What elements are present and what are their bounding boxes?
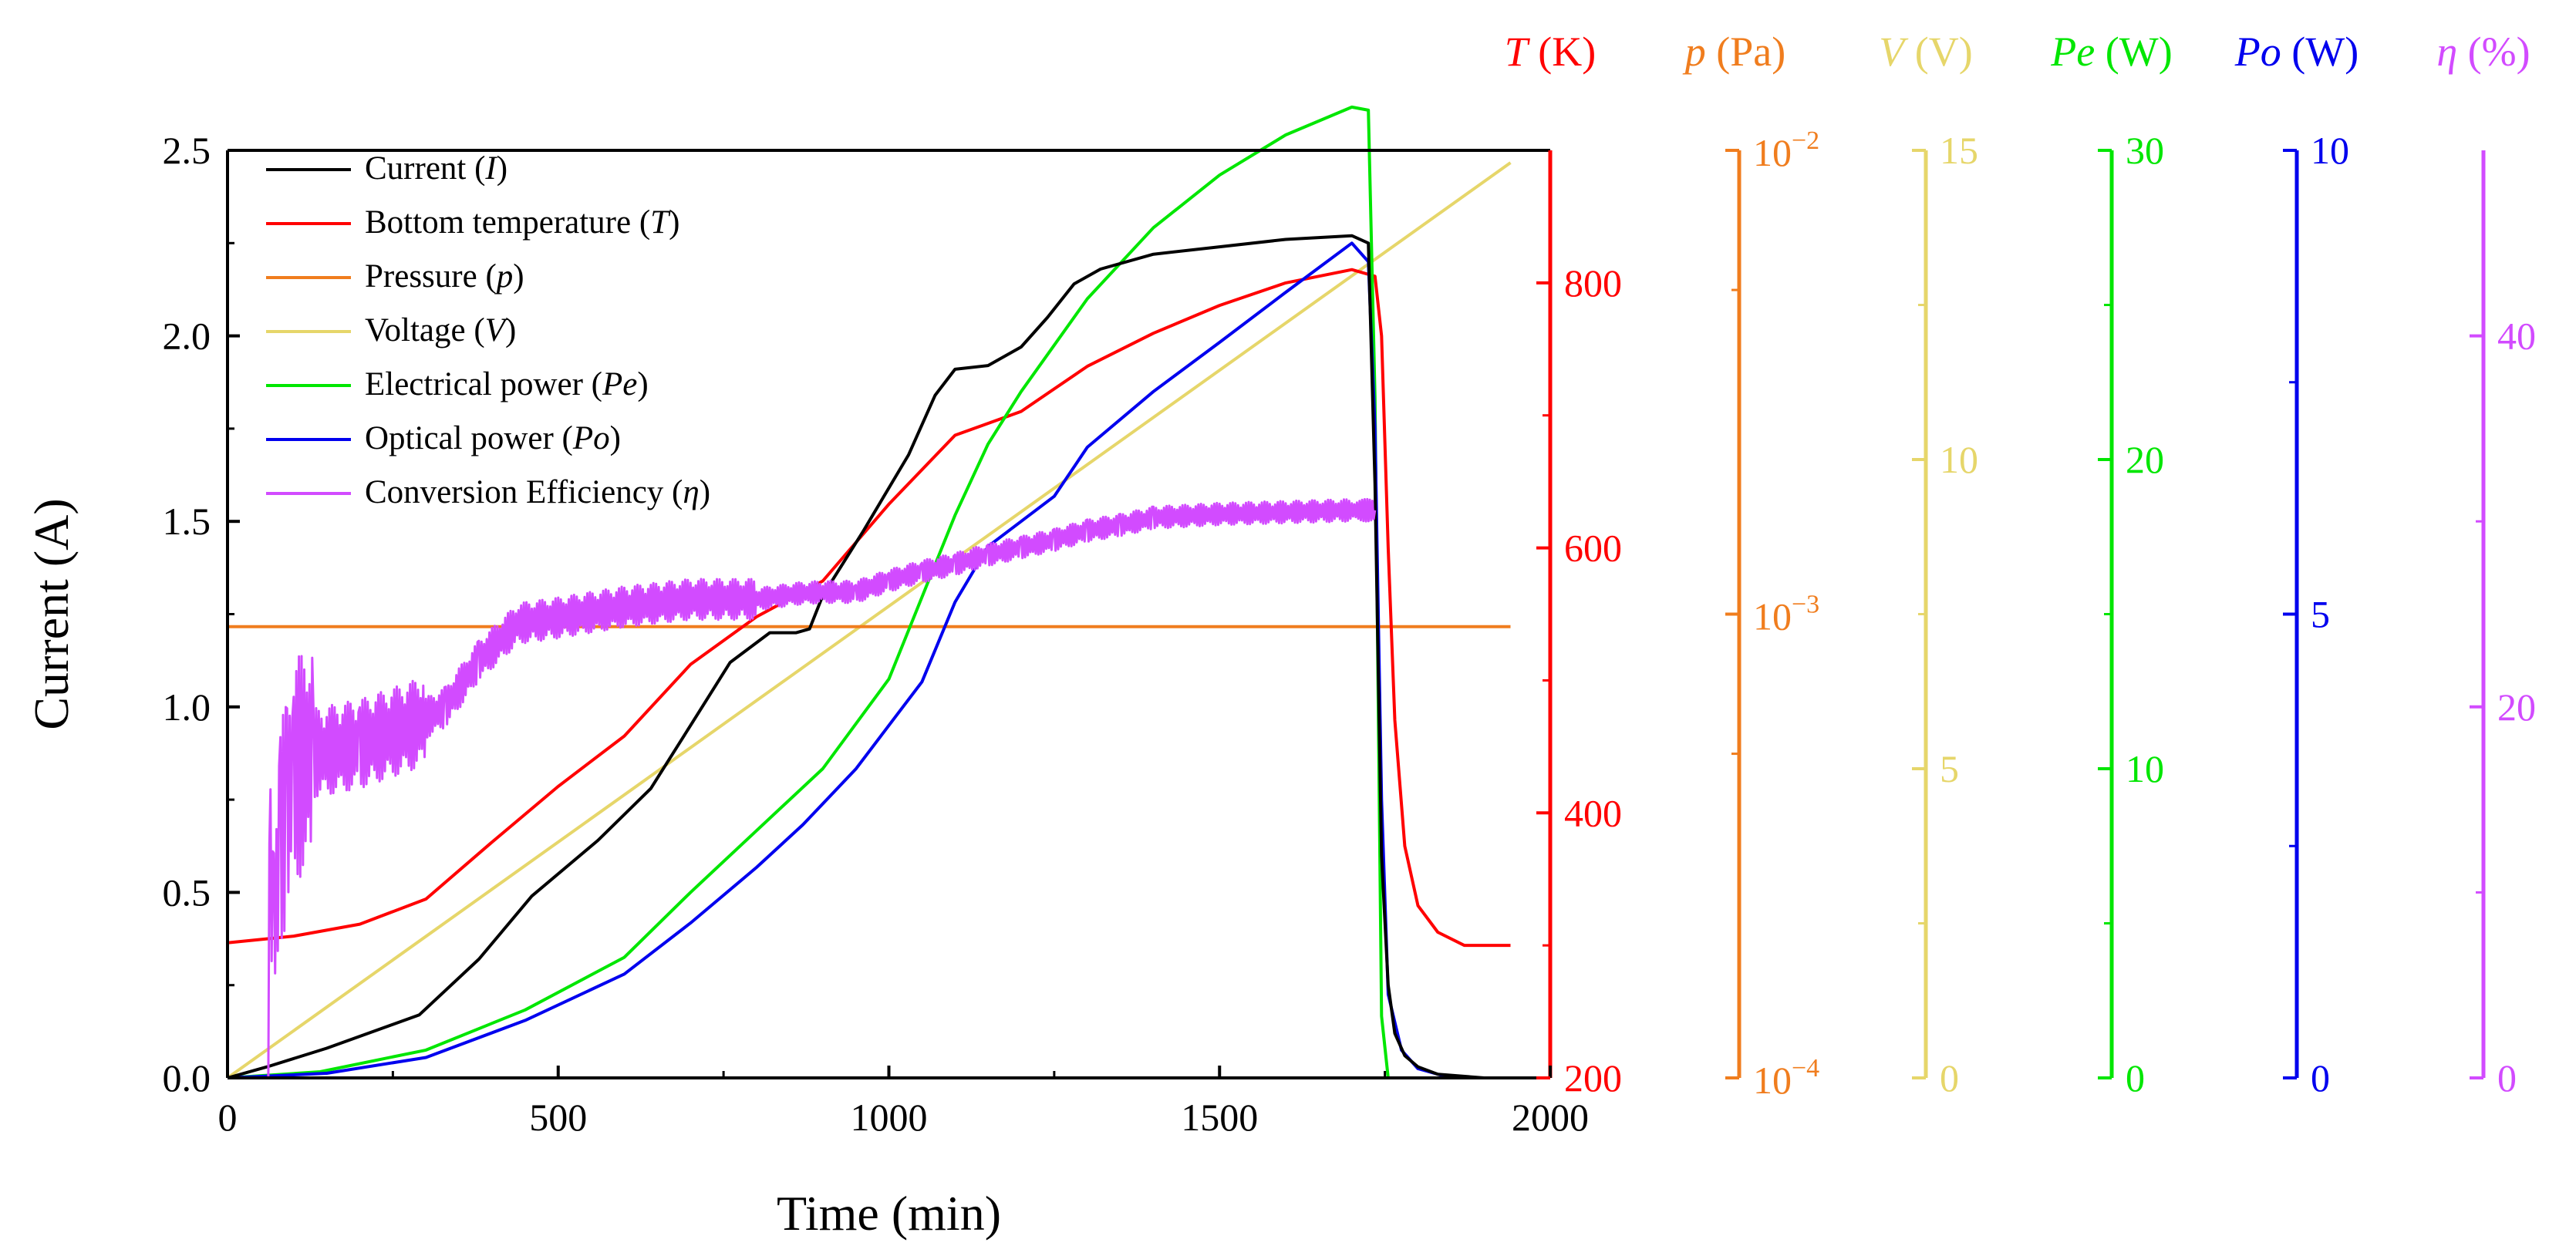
legend-label: Bottom temperature (T) xyxy=(365,204,679,241)
V-tick-label: 15 xyxy=(1940,129,1978,172)
I-tick-label: 0.5 xyxy=(163,871,211,914)
I-tick-label: 2.5 xyxy=(163,129,211,172)
legend-label: Current (I) xyxy=(365,150,507,187)
Pe-tick-label: 10 xyxy=(2126,747,2164,790)
Po-tick-label: 5 xyxy=(2311,593,2330,636)
I-tick-label: 0.0 xyxy=(163,1056,211,1100)
series-line-conversion-efficiency xyxy=(267,497,1377,1079)
x-tick-label: 2000 xyxy=(1512,1096,1589,1139)
legend-label: Pressure (p) xyxy=(365,258,524,295)
series-line-bottom-temperature xyxy=(227,268,1511,948)
T-tick-label: 800 xyxy=(1564,261,1622,305)
Pe-tick-label: 30 xyxy=(2126,129,2164,172)
p-axis-title: p (Pa) xyxy=(1682,29,1785,75)
x-tick-label: 1500 xyxy=(1181,1096,1258,1139)
x-tick-label: 500 xyxy=(529,1096,587,1139)
I-tick-label: 1.0 xyxy=(163,685,211,729)
I-tick-label: 1.5 xyxy=(163,500,211,543)
legend-label: Voltage (V) xyxy=(365,312,516,349)
eta-axis-title: η (%) xyxy=(2436,29,2530,75)
T-tick-label: 600 xyxy=(1564,527,1622,570)
series-line-electrical-power xyxy=(227,105,1390,1079)
Po-axis-title: Po (W) xyxy=(2234,29,2359,75)
eta-tick-label: 20 xyxy=(2497,685,2536,729)
V-tick-label: 0 xyxy=(1940,1056,1959,1100)
V-axis-title: V (V) xyxy=(1879,29,1972,75)
T-tick-label: 400 xyxy=(1564,791,1622,834)
p-tick-label: 10−2 xyxy=(1753,126,1819,174)
x-axis-title: Time (min) xyxy=(777,1186,1001,1241)
Po-tick-label: 10 xyxy=(2311,129,2349,172)
Pe-tick-label: 0 xyxy=(2126,1056,2145,1100)
Pe-tick-label: 20 xyxy=(2126,438,2164,481)
p-tick-label: 10−3 xyxy=(1753,591,1819,638)
y-axis-title: Current (A) xyxy=(24,498,79,729)
p-tick-label: 10−4 xyxy=(1753,1054,1819,1102)
I-tick-label: 2.0 xyxy=(163,315,211,358)
series-line-voltage xyxy=(226,161,1512,1079)
V-tick-label: 10 xyxy=(1940,438,1978,481)
Pe-axis-title: Pe (W) xyxy=(2050,29,2172,75)
eta-tick-label: 0 xyxy=(2497,1056,2517,1100)
Po-tick-label: 0 xyxy=(2311,1056,2330,1100)
T-tick-label: 200 xyxy=(1564,1056,1622,1100)
legend-label: Electrical power (Pe) xyxy=(365,366,649,402)
T-axis-title: T (K) xyxy=(1505,29,1597,75)
legend: Current (I) Bottom temperature (T) Pressur… xyxy=(266,150,710,510)
x-tick-label: 1000 xyxy=(851,1096,928,1139)
legend-label: Conversion Efficiency (η) xyxy=(365,474,710,510)
V-tick-label: 5 xyxy=(1940,747,1959,790)
legend-label: Optical power (Po) xyxy=(365,420,621,456)
eta-tick-label: 40 xyxy=(2497,315,2536,358)
series-layer xyxy=(226,105,1512,1079)
series-line-current xyxy=(227,234,1511,1079)
x-tick-label: 0 xyxy=(218,1096,238,1139)
